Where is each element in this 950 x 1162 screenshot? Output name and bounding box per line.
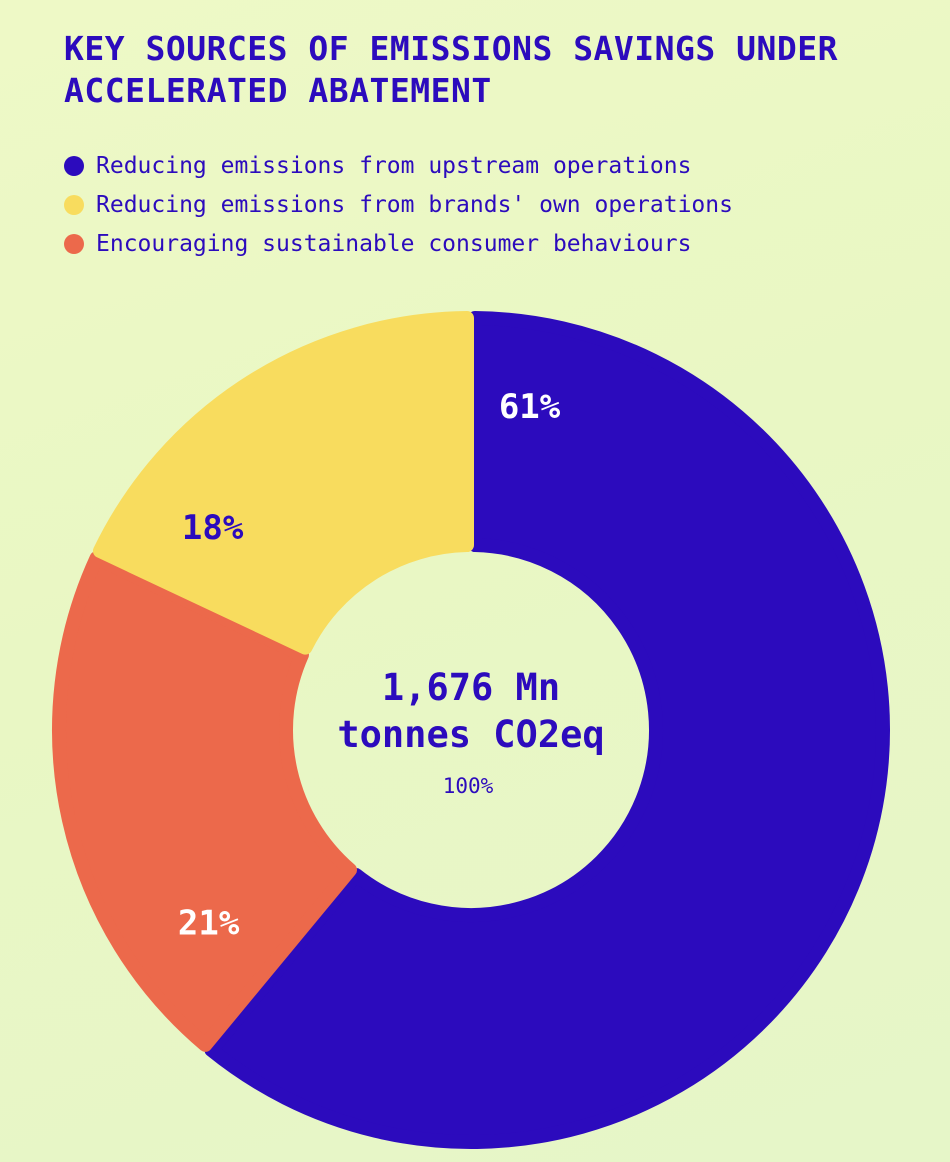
center-total-unit: tonnes CO2eq: [337, 713, 604, 756]
legend-label-upstream: Reducing emissions from upstream operati…: [96, 152, 692, 179]
legend-label-brands-own: Reducing emissions from brands' own oper…: [96, 191, 733, 218]
donut-slice-brands-own: [92, 311, 474, 655]
donut-slice-upstream: [204, 311, 890, 1149]
slice-label-brands-own: 18%: [182, 508, 244, 548]
legend-item-brands-own: Reducing emissions from brands' own oper…: [64, 185, 733, 224]
legend-swatch-brands-own: [64, 194, 84, 215]
legend-item-upstream: Reducing emissions from upstream operati…: [64, 146, 733, 185]
legend-swatch-upstream: [64, 155, 84, 176]
legend-swatch-consumer: [64, 233, 84, 254]
slice-label-upstream: 61%: [499, 387, 561, 427]
donut-slice-consumer: [52, 551, 358, 1052]
donut-slices: [52, 311, 890, 1149]
legend-item-consumer: Encouraging sustainable consumer behavio…: [64, 224, 733, 263]
legend: Reducing emissions from upstream operati…: [64, 146, 733, 263]
slice-label-consumer: 21%: [178, 904, 240, 944]
center-total-percent: 100%: [443, 774, 494, 798]
center-total-value: 1,676 Mn: [382, 666, 560, 709]
chart-title: KEY SOURCES OF EMISSIONS SAVINGS UNDER A…: [64, 29, 838, 110]
legend-label-consumer: Encouraging sustainable consumer behavio…: [96, 230, 692, 257]
donut-slice-labels: 61% 21% 18%: [178, 387, 561, 944]
